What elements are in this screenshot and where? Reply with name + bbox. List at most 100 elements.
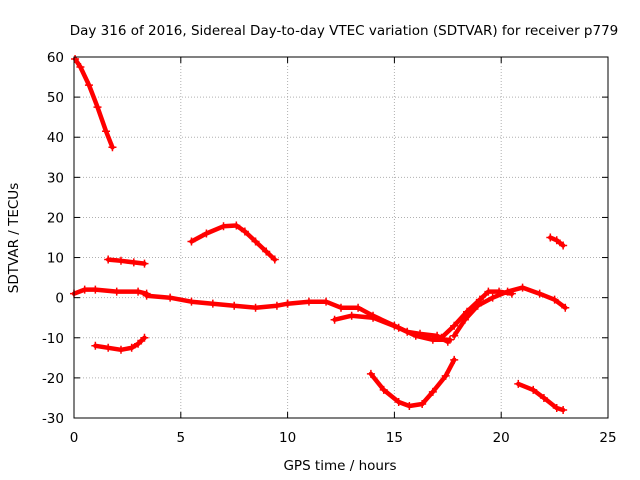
data-point	[219, 222, 228, 231]
x-tick-label: 15	[386, 430, 403, 446]
series-arc-3	[91, 333, 149, 354]
data-point	[134, 287, 143, 296]
data-point	[514, 379, 523, 388]
chart-title: Day 316 of 2016, Sidereal Day-to-day VTE…	[70, 23, 619, 39]
y-tick-label: 20	[47, 210, 64, 226]
data-point	[488, 293, 497, 302]
data-point	[561, 303, 570, 312]
data-point	[187, 237, 196, 246]
data-point	[484, 287, 493, 296]
data-point	[405, 401, 414, 410]
x-tick-label: 0	[70, 430, 79, 446]
data-point	[76, 63, 85, 72]
x-tick-labels: 0 5 10 15 20 25	[70, 430, 617, 446]
data-point	[369, 313, 378, 322]
data-point	[104, 343, 113, 352]
data-point	[240, 227, 249, 236]
data-point	[518, 283, 527, 292]
data-point	[270, 255, 279, 264]
data-point	[322, 297, 331, 306]
data-point	[394, 397, 403, 406]
data-point	[347, 311, 356, 320]
data-point	[535, 289, 544, 298]
data-point	[428, 387, 437, 396]
data-point	[262, 247, 271, 256]
data-point	[140, 259, 149, 268]
data-point	[91, 285, 100, 294]
data-point	[503, 287, 512, 296]
data-point	[84, 81, 93, 90]
series-arc-1	[71, 55, 117, 152]
data-point	[450, 355, 459, 364]
y-tick-label: -20	[42, 371, 64, 387]
data-point	[450, 321, 459, 330]
data-point	[108, 143, 117, 152]
data-point	[104, 255, 113, 264]
data-point	[251, 237, 260, 246]
series-arc-8	[437, 287, 516, 342]
data-point	[379, 385, 388, 394]
series-arc-5	[142, 291, 292, 312]
series-arc-10	[187, 221, 279, 264]
y-axis-label: SDTVAR / TECUs	[6, 183, 22, 293]
data-point	[559, 241, 568, 250]
data-point	[116, 256, 125, 265]
axis-ticks	[73, 56, 609, 419]
data-point	[552, 236, 561, 245]
y-tick-label: 10	[47, 251, 64, 267]
data-point	[552, 403, 561, 412]
y-tick-label: 50	[47, 90, 64, 106]
series-trace	[368, 357, 457, 409]
data-point	[337, 303, 345, 312]
data-point	[142, 291, 151, 300]
x-axis-label: GPS time / hours	[283, 458, 396, 474]
data-point	[208, 299, 217, 308]
data-point	[232, 221, 241, 230]
series-arc-4	[70, 285, 151, 298]
data-point	[187, 297, 196, 306]
data-point	[441, 371, 450, 380]
data-point	[539, 393, 548, 402]
data-point	[304, 297, 313, 306]
data-point	[529, 385, 538, 394]
series-arc-13	[546, 233, 568, 250]
x-tick-label: 25	[599, 430, 616, 446]
y-tick-label: 30	[47, 170, 64, 186]
data-point	[91, 341, 100, 350]
series-arc-9	[450, 283, 570, 340]
data-point	[93, 103, 102, 112]
data-point	[283, 299, 292, 308]
plot-frame	[73, 56, 609, 419]
series-arc-7	[330, 311, 454, 344]
data-point	[450, 331, 459, 340]
y-tick-labels: -30 -20 -10 0 10 20 30 40 50 60	[42, 50, 64, 427]
data-point	[102, 127, 111, 136]
data-point	[550, 295, 559, 304]
data-point	[473, 301, 482, 310]
data-point	[112, 287, 121, 296]
data-point	[251, 303, 260, 312]
x-tick-label: 10	[279, 430, 296, 446]
x-tick-label: 20	[493, 430, 510, 446]
series-trace	[105, 257, 147, 266]
data-series	[70, 55, 570, 414]
data-point	[418, 399, 427, 408]
y-tick-label: 40	[47, 130, 64, 146]
data-point	[140, 333, 149, 342]
data-point	[272, 301, 281, 310]
data-point	[411, 331, 420, 340]
x-tick-label: 5	[177, 430, 186, 446]
data-point	[116, 345, 125, 354]
y-tick-label: 60	[47, 50, 64, 66]
grid	[74, 57, 608, 418]
data-point	[166, 293, 175, 302]
series-trace	[189, 223, 278, 262]
data-point	[460, 315, 469, 324]
data-point	[394, 323, 403, 332]
y-tick-label: -30	[42, 411, 64, 427]
y-tick-label: -10	[42, 331, 64, 347]
y-tick-label: 0	[55, 291, 64, 307]
data-point	[80, 285, 89, 294]
series-trace	[72, 56, 115, 150]
